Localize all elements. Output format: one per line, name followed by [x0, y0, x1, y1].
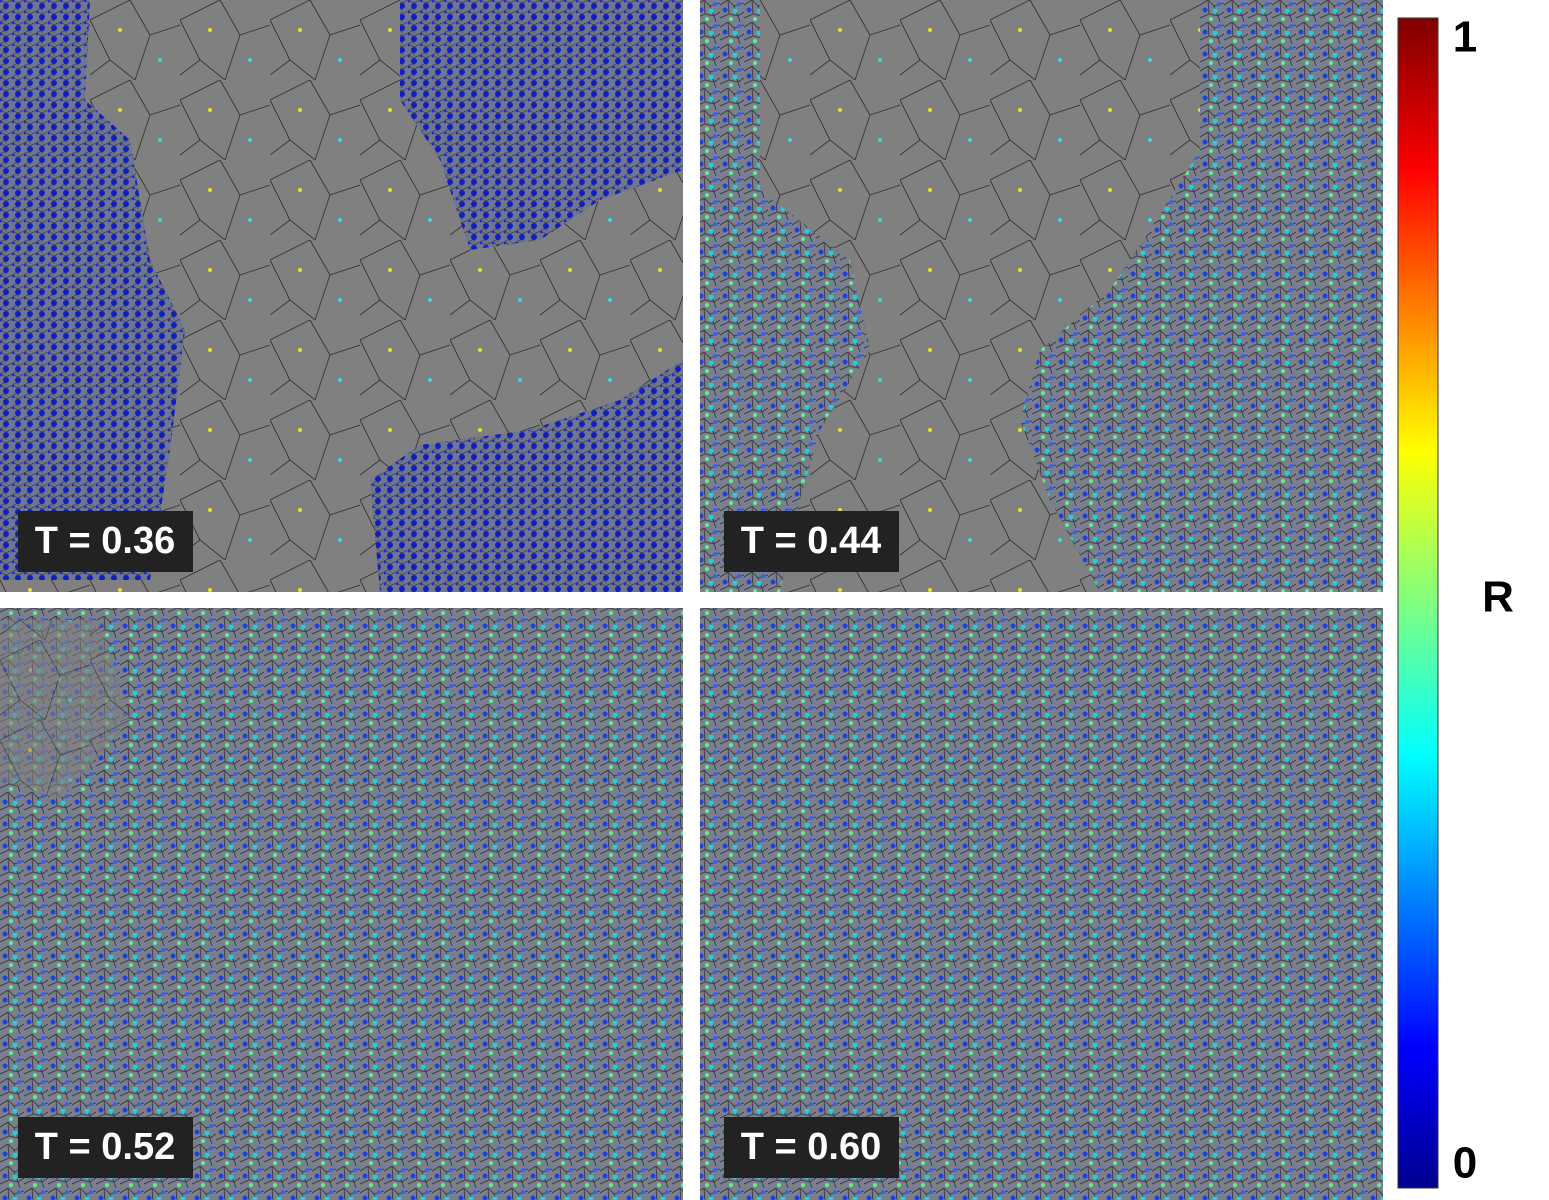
- panel-background: [700, 608, 1383, 1200]
- colorbar-min: 0: [1453, 1139, 1477, 1188]
- ordered-region: [1020, 0, 1383, 592]
- colorbar-max: 1: [1453, 13, 1477, 62]
- panel-label: T = 0.44: [741, 520, 881, 562]
- panel: [700, 608, 1383, 1200]
- disordered-region: [0, 620, 130, 800]
- label-box: [724, 511, 899, 572]
- ordered-region: [700, 0, 870, 592]
- label-box: [724, 1117, 899, 1178]
- panel: [0, 608, 683, 1200]
- label-box: [18, 1117, 193, 1178]
- panel-label: T = 0.36: [35, 520, 175, 562]
- label-box: [18, 511, 193, 572]
- ordered-region: [0, 0, 185, 580]
- colorbar-label: R: [1482, 573, 1514, 622]
- ordered-region: [400, 0, 683, 250]
- colorbar: [1397, 17, 1439, 1189]
- panel-label: T = 0.52: [35, 1126, 175, 1168]
- panel: [700, 0, 1383, 592]
- ordered-region: [370, 360, 683, 592]
- panel-label: T = 0.60: [741, 1126, 881, 1168]
- panel: [0, 0, 683, 592]
